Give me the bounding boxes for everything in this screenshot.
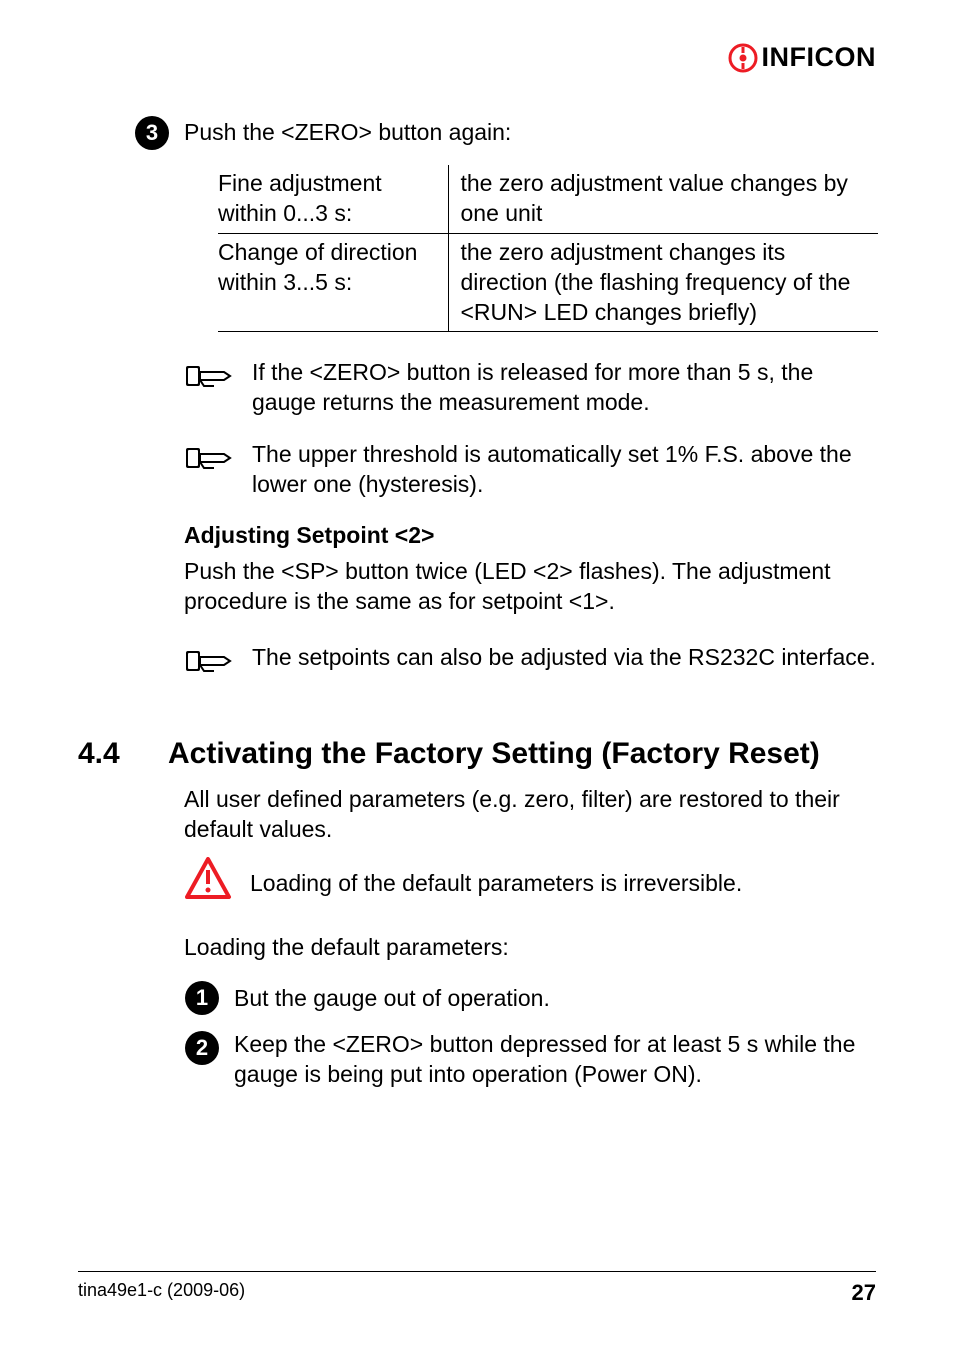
table-cell: the zero adjustment value changes by one…: [448, 165, 878, 233]
section-intro: All user defined parameters (e.g. zero, …: [184, 785, 876, 845]
step-2-text: Keep the <ZERO> button depressed for at …: [234, 1030, 876, 1090]
table-row: Change of direction within 3...5 s: the …: [218, 233, 878, 332]
note-text: If the <ZERO> button is released for mor…: [252, 358, 876, 418]
brand-logo: INFICON: [728, 42, 877, 73]
pointing-hand-icon: [184, 440, 236, 476]
svg-text:1: 1: [196, 985, 208, 1010]
section-title: Activating the Factory Setting (Factory …: [168, 737, 820, 771]
adjusting-heading: Adjusting Setpoint <2>: [184, 522, 876, 549]
note-text: The upper threshold is automatically set…: [252, 440, 876, 500]
warning-triangle-icon: [184, 857, 232, 899]
footer-left: tina49e1-c (2009-06): [78, 1280, 245, 1306]
table-cell: the zero adjustment changes its directio…: [448, 233, 878, 332]
svg-text:3: 3: [146, 120, 158, 145]
adjustment-table: Fine adjustment within 0...3 s: the zero…: [218, 165, 878, 332]
note-row: The upper threshold is automatically set…: [184, 440, 876, 500]
step-1-text: But the gauge out of operation.: [234, 984, 550, 1014]
pointing-hand-icon: [184, 358, 236, 394]
section-heading-row: 4.4 Activating the Factory Setting (Fact…: [134, 737, 876, 771]
step-1-row: 1 But the gauge out of operation.: [184, 980, 876, 1016]
logo-icon: [728, 43, 758, 73]
note-row: If the <ZERO> button is released for mor…: [184, 358, 876, 418]
table-cell: Fine adjustment within 0...3 s:: [218, 165, 448, 233]
page-number: 27: [852, 1280, 876, 1306]
table-cell: Change of direction within 3...5 s:: [218, 233, 448, 332]
loading-label: Loading the default parameters:: [184, 933, 876, 963]
step-1-icon: 1: [184, 980, 220, 1016]
section-number: 4.4: [78, 737, 138, 771]
pointing-hand-icon: [184, 643, 236, 679]
table-row: Fine adjustment within 0...3 s: the zero…: [218, 165, 878, 233]
note-row: The setpoints can also be adjusted via t…: [184, 643, 876, 679]
step-3-icon: 3: [134, 115, 170, 151]
step-2-row: 2 Keep the <ZERO> button depressed for a…: [184, 1030, 876, 1090]
step-2-icon: 2: [184, 1030, 220, 1066]
adjusting-para: Push the <SP> button twice (LED <2> flas…: [184, 557, 876, 617]
step-3-text: Push the <ZERO> button again:: [184, 118, 511, 148]
svg-text:2: 2: [196, 1035, 208, 1060]
warning-row: Loading of the default parameters is irr…: [184, 857, 876, 899]
logo-text: INFICON: [762, 42, 877, 73]
note-text: The setpoints can also be adjusted via t…: [252, 643, 876, 679]
step-3-row: 3 Push the <ZERO> button again:: [134, 115, 876, 151]
page-footer: tina49e1-c (2009-06) 27: [78, 1271, 876, 1306]
warning-text: Loading of the default parameters is irr…: [250, 869, 876, 899]
